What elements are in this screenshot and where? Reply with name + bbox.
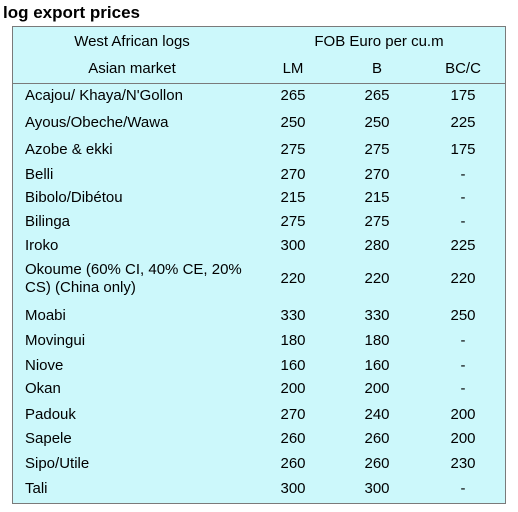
row-b: 250 [364,114,390,131]
table-row: Tali 300 300 - [13,480,505,504]
table-row: Moabi 330 330 250 [13,307,505,332]
row-b: 280 [364,237,390,254]
row-species: Padouk [25,406,76,423]
row-bc: 200 [450,430,476,447]
row-species: Bilinga [25,213,71,230]
table-row: Okan 200 200 - [13,380,505,406]
header-bc-c: BC/C [445,60,481,77]
row-lm: 270 [280,166,306,183]
row-species: Ayous/Obeche/Wawa [25,114,169,131]
row-bc: - [460,189,466,206]
row-b: 275 [364,141,390,158]
row-lm: 180 [280,332,306,349]
row-b: 330 [364,307,390,324]
row-bc: - [460,480,466,497]
row-species: Movingui [25,332,86,349]
row-bc: - [460,166,466,183]
header-west-african-logs: West African logs [74,33,190,50]
row-species: Moabi [25,307,66,324]
row-b: 220 [364,270,390,287]
row-b: 240 [364,406,390,423]
row-b: 215 [364,189,390,206]
row-bc: 250 [450,307,476,324]
table-header: West African logs FOB Euro per cu.m Asia… [13,27,505,84]
row-lm: 200 [280,380,306,397]
header-fob-euro: FOB Euro per cu.m [314,33,444,50]
row-species: Bibolo/Dibétou [25,189,123,206]
row-species: Okoume (60% CI, 40% CE, 20% CS) (China o… [25,261,242,296]
header-asian-market: Asian market [88,60,176,77]
row-species: Niove [25,357,64,374]
row-species: Acajou/ Khaya/N'Gollon [25,87,183,104]
row-lm: 300 [280,237,306,254]
row-lm: 260 [280,455,306,472]
row-lm: 260 [280,430,306,447]
table-row: Acajou/ Khaya/N'Gollon 265 265 175 [13,87,505,114]
table-row: Niove 160 160 - [13,357,505,380]
row-species: Sapele [25,430,72,447]
row-lm: 160 [280,357,306,374]
table-row: Azobe & ekki 275 275 175 [13,141,505,166]
row-lm: 215 [280,189,306,206]
row-bc: 200 [450,406,476,423]
row-species: Okan [25,380,61,397]
row-b: 265 [364,87,390,104]
table-row: Padouk 270 240 200 [13,406,505,430]
page-title: log export prices [3,3,140,22]
row-b: 260 [364,455,390,472]
row-bc: 225 [450,237,476,254]
table-body: Acajou/ Khaya/N'Gollon 265 265 175 Ayous… [13,84,505,501]
row-species: Belli [25,166,54,183]
price-table: West African logs FOB Euro per cu.m Asia… [12,26,506,504]
table-row: Okoume (60% CI, 40% CE, 20% CS) (China o… [13,261,505,307]
table-row: Ayous/Obeche/Wawa 250 250 225 [13,114,505,141]
row-b: 200 [364,380,390,397]
row-bc: 230 [450,455,476,472]
row-lm: 265 [280,87,306,104]
row-species: Tali [25,480,48,497]
table-row: Bilinga 275 275 - [13,213,505,237]
row-species: Sipo/Utile [25,455,90,472]
table-row: Movingui 180 180 - [13,332,505,357]
row-bc: - [460,380,466,397]
row-bc: - [460,213,466,230]
row-lm: 270 [280,406,306,423]
row-lm: 300 [280,480,306,497]
row-bc: - [460,332,466,349]
row-bc: - [460,357,466,374]
row-lm: 275 [280,141,306,158]
row-bc: 220 [450,270,476,287]
row-bc: 225 [450,114,476,131]
table-row: Sipo/Utile 260 260 230 [13,455,505,480]
row-b: 270 [364,166,390,183]
row-b: 160 [364,357,390,374]
row-b: 300 [364,480,390,497]
table-row: Belli 270 270 - [13,166,505,189]
row-bc: 175 [450,141,476,158]
row-b: 180 [364,332,390,349]
row-b: 260 [364,430,390,447]
row-species: Iroko [25,237,59,254]
table-row: Bibolo/Dibétou 215 215 - [13,189,505,213]
row-bc: 175 [450,87,476,104]
row-lm: 250 [280,114,306,131]
table-row: Iroko 300 280 225 [13,237,505,261]
row-lm: 275 [280,213,306,230]
table-row: Sapele 260 260 200 [13,430,505,455]
row-species: Azobe & ekki [25,141,113,158]
row-lm: 330 [280,307,306,324]
header-lm: LM [282,60,304,77]
header-b: B [371,60,382,77]
row-b: 275 [364,213,390,230]
row-lm: 220 [280,270,306,287]
